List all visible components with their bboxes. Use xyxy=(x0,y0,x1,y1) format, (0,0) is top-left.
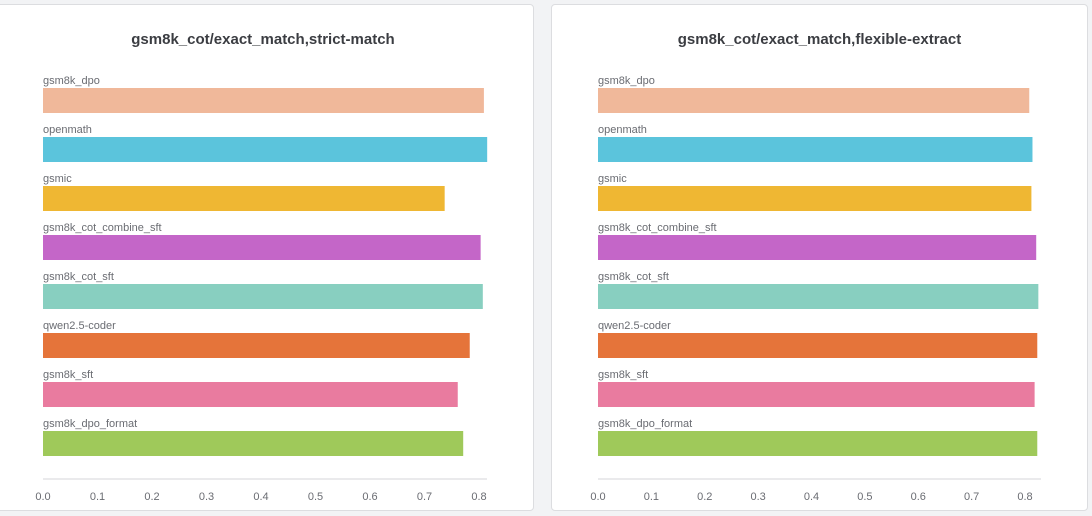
bar-gsm8k_dpo[interactable] xyxy=(43,88,484,113)
bar-gsmic[interactable] xyxy=(43,186,445,211)
bar-gsm8k_dpo[interactable] xyxy=(598,88,1030,113)
x-tick-label: 0.2 xyxy=(144,491,159,503)
x-tick-label: 0.0 xyxy=(590,491,605,503)
bar-gsm8k_sft[interactable] xyxy=(598,382,1035,407)
x-tick-label: 0.1 xyxy=(90,491,105,503)
x-tick-label: 0.2 xyxy=(697,491,712,503)
x-tick-label: 0.0 xyxy=(35,491,50,503)
bar-label: gsmic xyxy=(598,173,627,185)
bar-label: gsm8k_sft xyxy=(43,369,93,381)
bar-gsm8k_cot_sft[interactable] xyxy=(598,284,1039,309)
bar-openmath[interactable] xyxy=(598,137,1033,162)
x-tick-label: 0.1 xyxy=(644,491,659,503)
bar-label: gsm8k_dpo_format xyxy=(598,418,692,430)
bar-chart-flexible-extract: gsm8k_dpo openmath gsmic gsm8k_cot_combine_… xyxy=(590,75,1041,503)
x-tick-label: 0.8 xyxy=(1017,491,1032,503)
bar-gsm8k_cot_sft[interactable] xyxy=(43,284,483,309)
bar-qwen2.5-coder[interactable] xyxy=(43,333,470,358)
bar-label: gsm8k_dpo xyxy=(598,75,655,87)
bar-gsm8k_cot_combine_sft[interactable] xyxy=(43,235,481,260)
x-tick-label: 0.4 xyxy=(253,491,268,503)
bar-label: gsm8k_dpo_format xyxy=(43,418,137,430)
bar-openmath[interactable] xyxy=(43,137,488,162)
bar-label: gsm8k_cot_sft xyxy=(43,271,114,283)
bar-label: gsm8k_cot_combine_sft xyxy=(598,222,717,234)
x-tick-label: 0.5 xyxy=(857,491,872,503)
bar-label: gsmic xyxy=(43,173,72,185)
bar-label: openmath xyxy=(598,124,647,136)
bar-label: gsm8k_dpo xyxy=(43,75,100,87)
bar-gsm8k_dpo_format[interactable] xyxy=(598,431,1038,456)
bar-chart-strict-match: gsm8k_dpo openmath gsmic gsm8k_cot_combine_… xyxy=(35,75,488,503)
bar-gsmic[interactable] xyxy=(598,186,1032,211)
chart-title: gsm8k_cot/exact_match,flexible-extract xyxy=(677,31,962,48)
bar-label: gsm8k_sft xyxy=(598,369,648,381)
x-tick-label: 0.3 xyxy=(750,491,765,503)
bar-gsm8k_dpo_format[interactable] xyxy=(43,431,464,456)
bar-label: openmath xyxy=(43,124,92,136)
chart-title: gsm8k_cot/exact_match,strict-match xyxy=(131,31,395,48)
x-tick-label: 0.8 xyxy=(471,491,486,503)
x-tick-label: 0.3 xyxy=(199,491,214,503)
x-tick-label: 0.4 xyxy=(804,491,819,503)
bar-label: gsm8k_cot_sft xyxy=(598,271,669,283)
x-tick-label: 0.7 xyxy=(417,491,432,503)
bar-gsm8k_cot_combine_sft[interactable] xyxy=(598,235,1037,260)
bar-label: qwen2.5-coder xyxy=(598,320,671,332)
bar-gsm8k_sft[interactable] xyxy=(43,382,458,407)
bar-label: qwen2.5-coder xyxy=(43,320,116,332)
x-tick-label: 0.7 xyxy=(964,491,979,503)
chart-panel-strict-match: gsm8k_cot/exact_match,strict-match gsm8k… xyxy=(0,4,534,511)
x-tick-label: 0.6 xyxy=(362,491,377,503)
bar-label: gsm8k_cot_combine_sft xyxy=(43,222,162,234)
x-tick-label: 0.6 xyxy=(911,491,926,503)
chart-panel-flexible-extract: gsm8k_cot/exact_match,flexible-extract g… xyxy=(551,4,1088,511)
x-tick-label: 0.5 xyxy=(308,491,323,503)
bar-qwen2.5-coder[interactable] xyxy=(598,333,1038,358)
